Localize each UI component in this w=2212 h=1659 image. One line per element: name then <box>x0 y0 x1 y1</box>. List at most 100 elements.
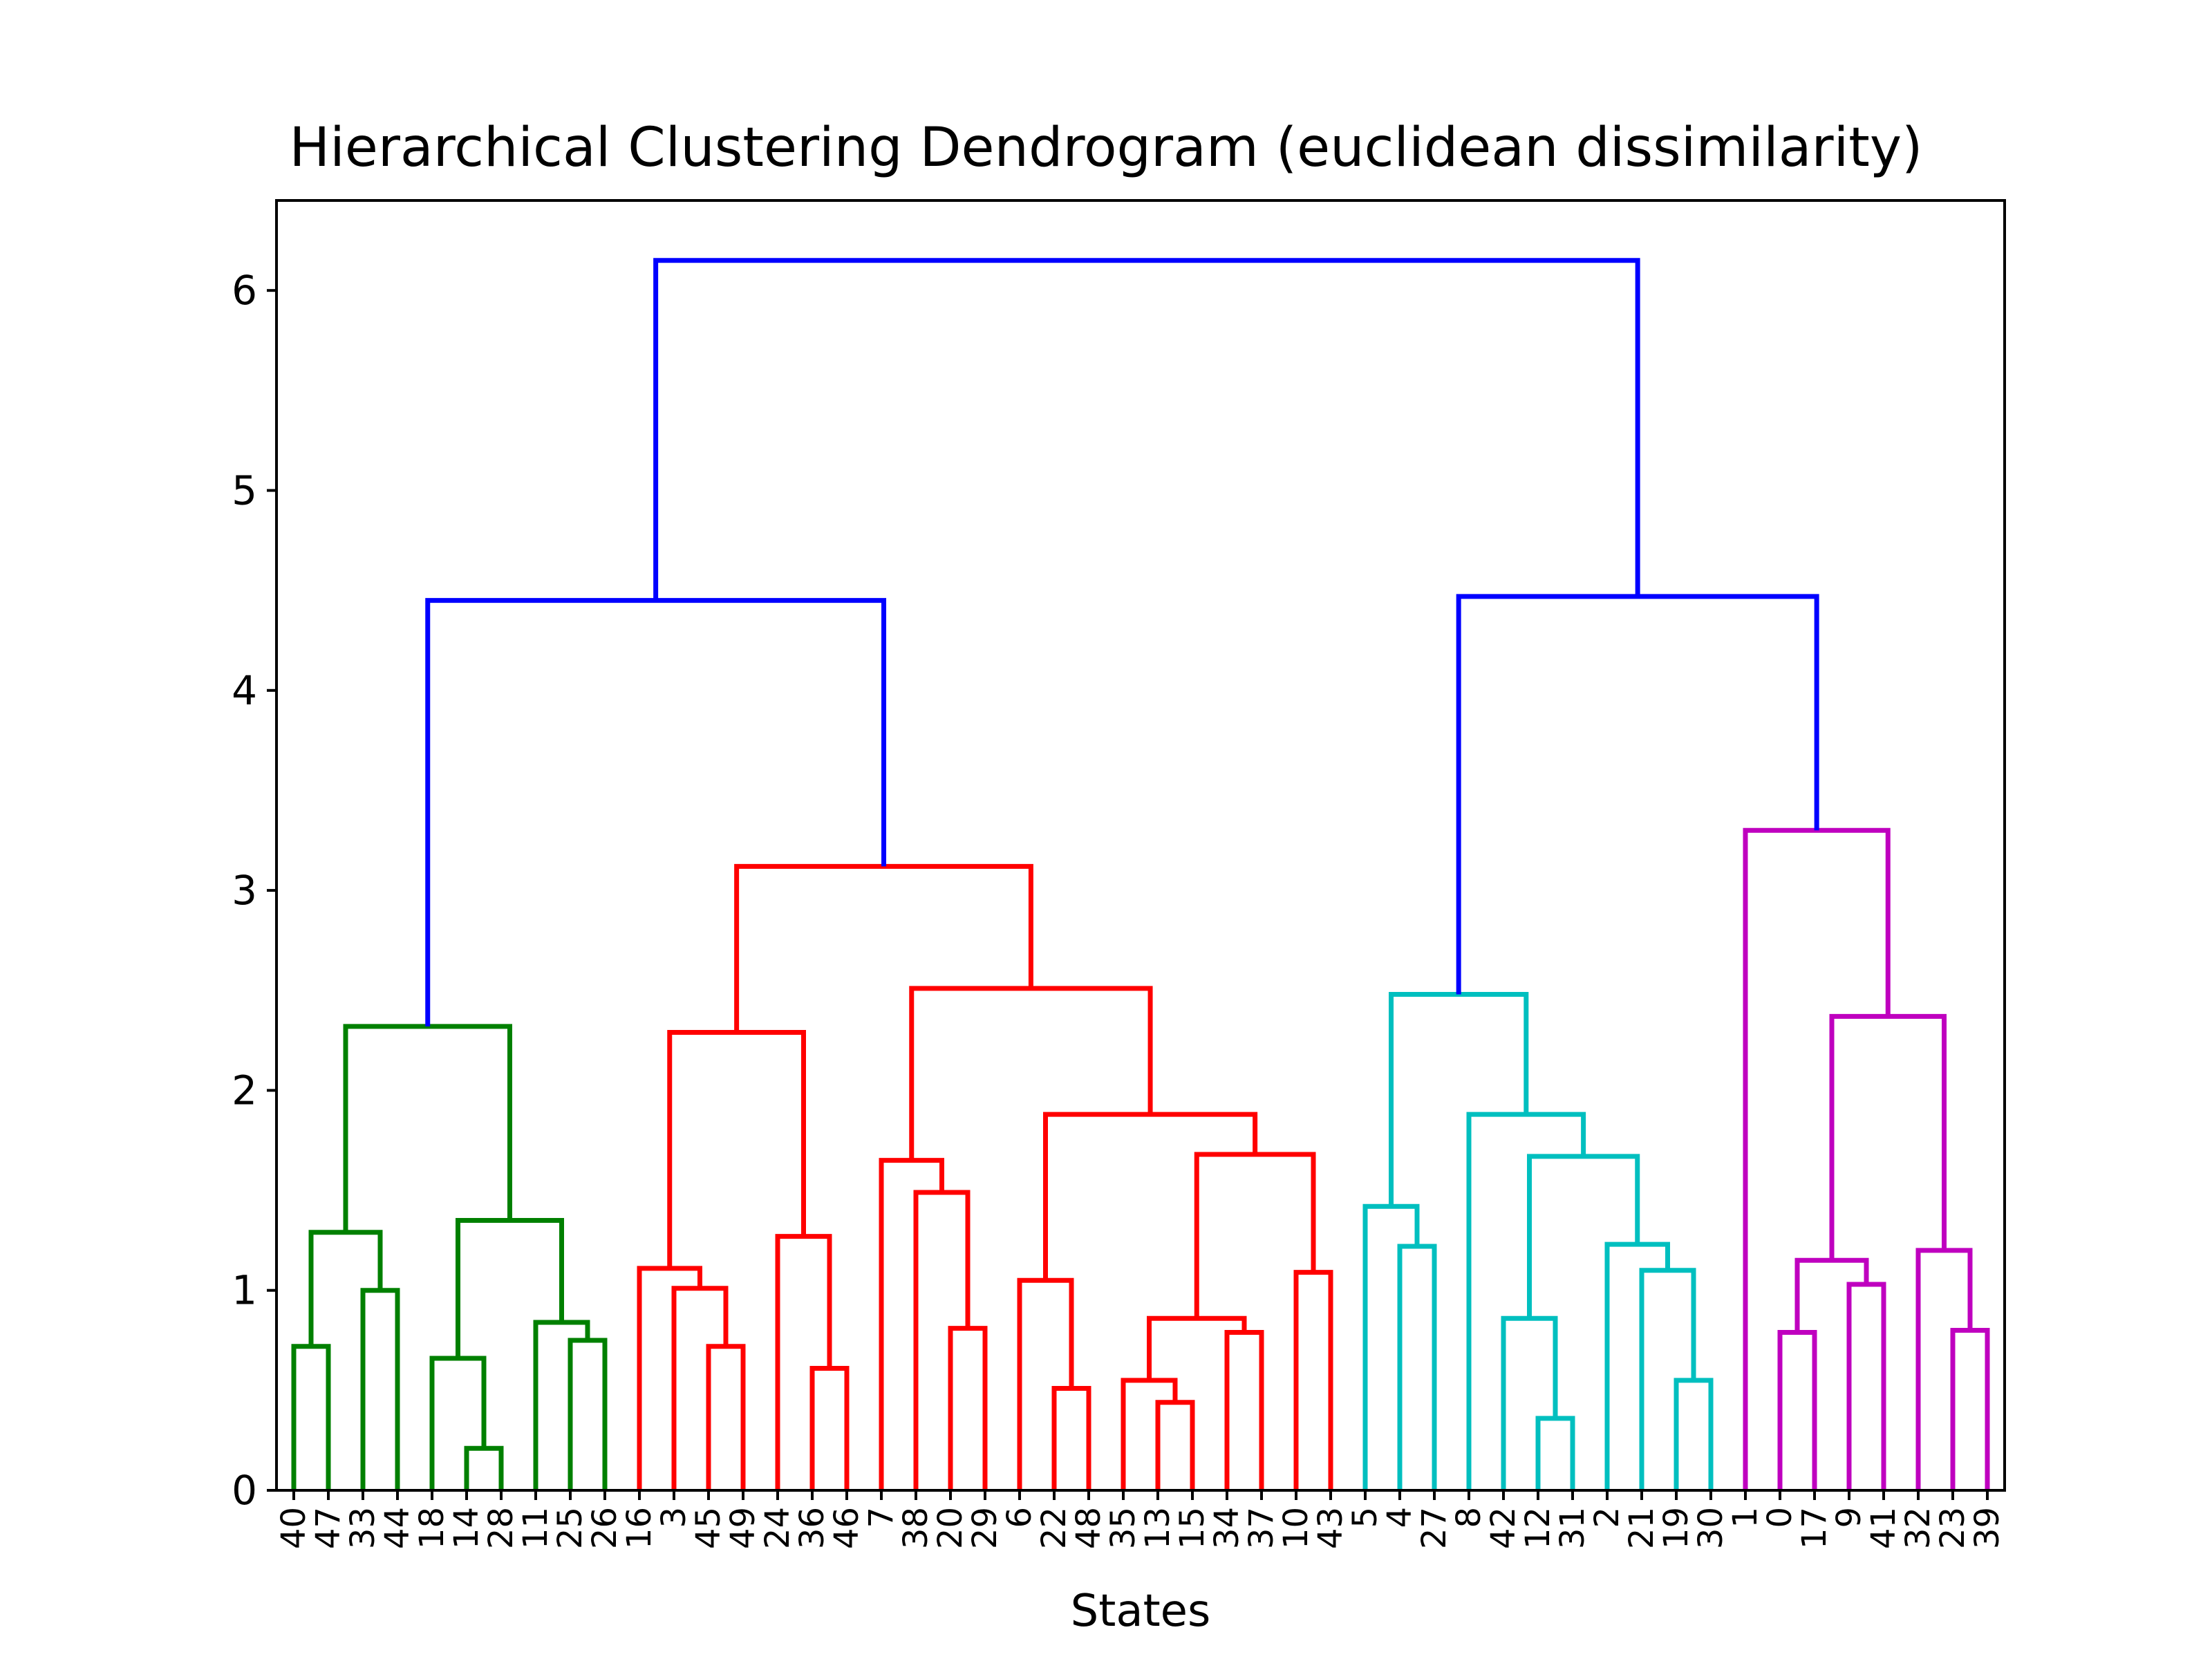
dendrogram-link <box>1362 1203 1420 1490</box>
leaf-label: 32 <box>1899 1507 1938 1549</box>
leaf-label: 3 <box>655 1507 693 1528</box>
dendrogram-link <box>1147 1315 1247 1380</box>
dendrogram-link <box>1501 1315 1558 1490</box>
dendrogram-link <box>1456 594 1819 995</box>
leaf-label: 8 <box>1450 1507 1488 1528</box>
leaf-label: 22 <box>1035 1507 1074 1549</box>
y-axis: 0 1 2 3 4 5 6 <box>232 267 276 1514</box>
dendrogram-links <box>291 258 1990 1490</box>
leaf-label: 24 <box>758 1507 797 1549</box>
leaf-label: 9 <box>1830 1507 1868 1528</box>
leaf-label: 6 <box>1000 1507 1039 1528</box>
leaf-label: 26 <box>585 1507 624 1549</box>
dendrogram-link <box>879 1158 944 1490</box>
dendrogram-link <box>425 598 887 1027</box>
leaf-label: 25 <box>551 1507 590 1549</box>
leaf-label: 1 <box>1726 1507 1765 1528</box>
dendrogram-link <box>1051 1385 1091 1490</box>
dendrogram-link <box>1155 1400 1195 1490</box>
x-axis: 4047334418142811252616345492436467382029… <box>274 1490 2007 1549</box>
leaf-label: 12 <box>1519 1507 1557 1549</box>
leaf-label: 5 <box>1346 1507 1385 1528</box>
dendrogram-link <box>533 1320 590 1490</box>
dendrogram-link <box>429 1356 487 1490</box>
y-tick-label: 1 <box>232 1267 257 1314</box>
leaf-label: 44 <box>378 1507 417 1549</box>
dendrogram-link <box>1043 1112 1258 1281</box>
dendrogram-link <box>1397 1244 1437 1490</box>
dendrogram-link <box>1017 1277 1074 1490</box>
leaf-label: 42 <box>1484 1507 1523 1549</box>
dendrogram-link <box>1535 1416 1575 1490</box>
dendrogram-link <box>948 1326 988 1490</box>
dendrogram-link <box>1604 1241 1670 1490</box>
y-tick-label: 0 <box>232 1467 257 1514</box>
dendrogram-link <box>1224 1329 1264 1490</box>
leaf-label: 46 <box>827 1507 866 1549</box>
dendrogram-link <box>637 1266 702 1490</box>
leaf-label: 37 <box>1242 1507 1281 1549</box>
y-tick-label: 5 <box>232 467 257 514</box>
leaf-label: 34 <box>1208 1507 1246 1549</box>
y-tick-label: 4 <box>232 667 257 714</box>
leaf-label: 36 <box>793 1507 832 1549</box>
dendrogram-link <box>667 1030 806 1268</box>
leaf-label: 21 <box>1622 1507 1661 1549</box>
leaf-label: 47 <box>309 1507 348 1549</box>
leaf-label: 33 <box>344 1507 382 1549</box>
dendrogram-link <box>1777 1329 1817 1490</box>
dendrogram-link <box>653 258 1640 601</box>
dendrogram-link <box>456 1217 564 1359</box>
leaf-label: 39 <box>1968 1507 2007 1549</box>
leaf-label: 7 <box>862 1507 901 1528</box>
leaf-label: 35 <box>1104 1507 1143 1549</box>
y-tick-label: 3 <box>232 867 257 914</box>
leaf-label: 30 <box>1691 1507 1730 1549</box>
leaf-label: 28 <box>482 1507 521 1549</box>
y-tick-label: 6 <box>232 267 257 314</box>
dendrogram-link <box>809 1366 850 1490</box>
dendrogram-link <box>1293 1270 1333 1490</box>
dendrogram-link <box>909 986 1153 1161</box>
leaf-label: 14 <box>447 1507 486 1549</box>
dendrogram-link <box>1829 1013 1947 1261</box>
x-axis-label: States <box>1071 1586 1211 1637</box>
leaf-label: 15 <box>1173 1507 1212 1549</box>
leaf-label: 16 <box>620 1507 659 1549</box>
dendrogram-link <box>1466 1112 1586 1490</box>
dendrogram-link <box>1794 1257 1869 1333</box>
leaf-label: 49 <box>724 1507 762 1549</box>
dendrogram-link <box>671 1286 729 1490</box>
dendrogram-link <box>464 1445 504 1490</box>
dendrogram-link <box>1846 1282 1886 1490</box>
leaf-label: 20 <box>931 1507 970 1549</box>
dendrogram-link <box>734 863 1033 1033</box>
leaf-label: 31 <box>1553 1507 1592 1549</box>
dendrogram-link <box>1915 1248 1973 1490</box>
dendrogram-link <box>775 1234 832 1490</box>
leaf-label: 45 <box>689 1507 728 1549</box>
dendrogram-link <box>568 1338 608 1490</box>
leaf-label: 48 <box>1069 1507 1108 1549</box>
leaf-label: 10 <box>1277 1507 1315 1549</box>
leaf-label: 19 <box>1657 1507 1696 1549</box>
leaf-label: 38 <box>897 1507 935 1549</box>
dendrogram-link <box>706 1344 746 1490</box>
leaf-label: 18 <box>413 1507 451 1549</box>
leaf-label: 27 <box>1415 1507 1454 1549</box>
leaf-label: 41 <box>1864 1507 1903 1549</box>
leaf-label: 2 <box>1588 1507 1627 1528</box>
dendrogram-link <box>1950 1328 1990 1490</box>
chart-title: Hierarchical Clustering Dendrogram (eucl… <box>290 117 1923 179</box>
dendrogram-link <box>1121 1378 1178 1490</box>
dendrogram-link <box>1674 1378 1714 1490</box>
y-tick-label: 2 <box>232 1067 257 1114</box>
dendrogram-link <box>291 1344 331 1490</box>
leaf-label: 43 <box>1311 1507 1350 1549</box>
leaf-label: 13 <box>1138 1507 1177 1549</box>
leaf-label: 23 <box>1933 1507 1972 1549</box>
dendrogram-link <box>360 1288 400 1490</box>
leaf-label: 11 <box>516 1507 555 1549</box>
leaf-label: 29 <box>966 1507 1004 1549</box>
